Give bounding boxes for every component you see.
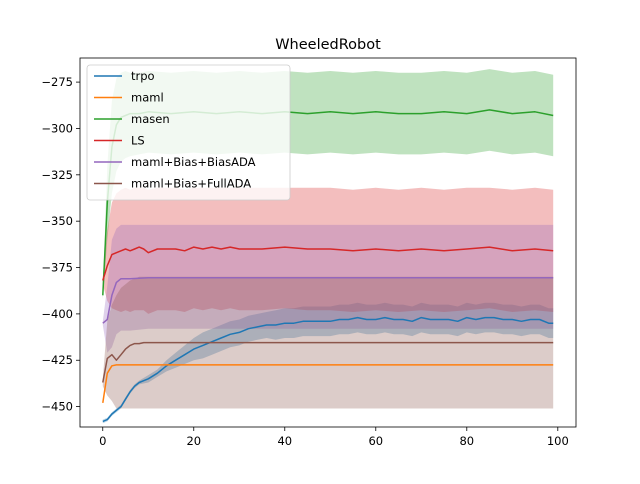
x-axis: 0 20 40 60 80 100 — [99, 427, 569, 448]
band-maml-bias-biasada — [102, 224, 554, 353]
legend: trpo maml masen LS maml+Bias+BiasADA maml+Bia… — [86, 64, 291, 201]
y-axis: −275 −300 −325 −350 −375 −400 −425 −450 — [41, 75, 80, 414]
y-tick-label: −275 — [41, 75, 73, 89]
y-tick-label: −425 — [41, 353, 73, 367]
y-tick-label: −450 — [41, 400, 73, 414]
chart-title: WheeledRobot — [275, 37, 381, 53]
band-trpo — [102, 302, 554, 424]
y-tick-label: −325 — [41, 168, 73, 182]
series-line-maml — [102, 364, 554, 404]
legend-label-maml-bias-fullada: maml+Bias+FullADA — [131, 177, 251, 191]
y-tick-label: −400 — [41, 307, 73, 321]
x-tick-label: 80 — [459, 434, 474, 448]
x-tick-label: 60 — [368, 434, 383, 448]
series-line-maml-bias-biasada — [102, 276, 554, 324]
y-tick-label: −300 — [41, 121, 73, 135]
x-tick-label: 100 — [547, 434, 569, 448]
plot-frame — [79, 57, 577, 428]
x-tick-label: 40 — [277, 434, 292, 448]
legend-label-masen: masen — [131, 112, 170, 126]
x-tick-label: 20 — [186, 434, 201, 448]
legend-label-maml: maml — [131, 91, 164, 105]
legend-box — [86, 64, 291, 201]
legend-label-maml-bias-biasada: maml+Bias+BiasADA — [131, 155, 256, 169]
x-tick-label: 0 — [99, 434, 106, 448]
series-line-maml-bias-fullada — [102, 341, 554, 383]
series-line-ls — [102, 246, 554, 281]
series-line-trpo — [102, 316, 554, 423]
y-tick-label: −375 — [41, 261, 73, 275]
legend-label-ls: LS — [131, 134, 145, 148]
legend-label-trpo: trpo — [131, 69, 155, 83]
y-tick-label: −350 — [41, 214, 73, 228]
band-ls — [102, 187, 554, 314]
